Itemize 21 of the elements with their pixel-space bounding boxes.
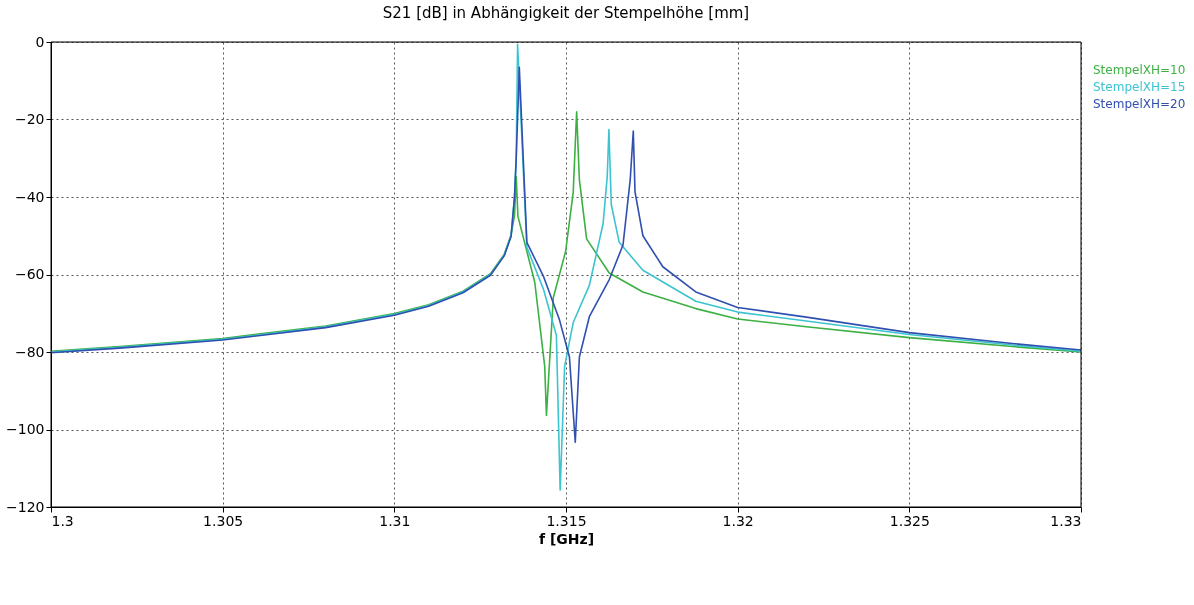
y-tick-label: −120 (6, 498, 45, 515)
x-tick-label: 1.305 (203, 512, 244, 529)
y-tick-label: −20 (14, 111, 45, 127)
x-tick-label: 1.31 (379, 512, 411, 529)
text: StempelXH=20 (1093, 97, 1186, 111)
y-tick-label: −100 (6, 421, 45, 437)
x-tick-label: 1.325 (889, 512, 930, 529)
chart-title: S21 [dB] in Abhängigkeit der Stempelhöhe [mm] (382, 4, 750, 22)
line-series (50, 66, 1082, 444)
x-tick-label: 1.33 (1050, 512, 1082, 529)
y-tick-label: −40 (14, 188, 45, 205)
x-tick-label: 1.315 (546, 512, 587, 529)
x-tick-label: 1.3 (51, 512, 74, 529)
x-tick-label: 1.32 (722, 512, 754, 529)
y-tick-label: −60 (14, 266, 45, 282)
text: StempelXH=15 (1093, 80, 1186, 94)
text: StempelXH=10 (1093, 63, 1186, 77)
line-series (50, 110, 1082, 417)
y-tick-label: 0 (35, 33, 45, 50)
x-axis-title: f [GHz] (538, 530, 595, 547)
y-tick-label: −80 (14, 343, 45, 360)
